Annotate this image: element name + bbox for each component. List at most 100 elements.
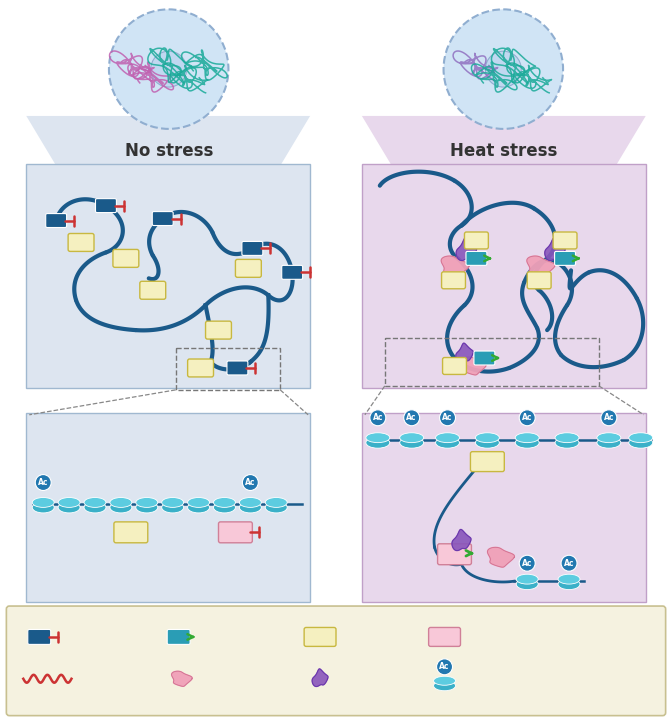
Text: Ac: Ac [564,559,575,567]
Ellipse shape [558,574,580,584]
Polygon shape [452,529,471,551]
Ellipse shape [515,437,539,448]
Circle shape [519,410,535,425]
Ellipse shape [110,497,132,508]
Ellipse shape [597,437,621,448]
Text: Ac: Ac [245,478,255,487]
Text: HSFA1a: HSFA1a [338,672,382,685]
Text: Ac: Ac [442,413,453,423]
FancyBboxPatch shape [140,281,166,299]
Ellipse shape [32,502,54,513]
Polygon shape [26,116,310,166]
Circle shape [485,51,521,87]
Circle shape [109,9,228,129]
Ellipse shape [239,502,261,513]
Ellipse shape [516,579,538,590]
Text: Ac: Ac [603,413,614,423]
Circle shape [437,659,452,675]
Circle shape [370,410,386,425]
Polygon shape [171,671,192,686]
FancyBboxPatch shape [282,265,302,279]
Text: No stress: No stress [124,142,213,160]
Ellipse shape [555,433,579,443]
FancyBboxPatch shape [554,252,575,265]
Ellipse shape [435,433,460,443]
Text: Ac: Ac [407,413,417,423]
FancyBboxPatch shape [153,211,173,226]
Text: Active gene: Active gene [200,630,270,643]
Ellipse shape [433,681,456,691]
Ellipse shape [136,502,158,513]
Circle shape [439,410,456,425]
FancyBboxPatch shape [187,359,214,377]
Text: Heat stress: Heat stress [450,142,557,160]
Text: Enhancer: Enhancer [338,630,394,643]
Text: Ac: Ac [372,413,383,423]
Ellipse shape [84,502,106,513]
Polygon shape [456,343,473,363]
Ellipse shape [366,437,390,448]
Text: Promoter: Promoter [462,630,517,643]
Circle shape [561,555,577,571]
Ellipse shape [239,497,261,508]
FancyBboxPatch shape [464,232,489,249]
Ellipse shape [475,437,499,448]
Ellipse shape [187,497,210,508]
Polygon shape [456,238,476,260]
Text: Ac: Ac [522,559,532,567]
FancyBboxPatch shape [362,413,646,602]
Ellipse shape [516,574,538,584]
FancyBboxPatch shape [167,629,190,645]
Ellipse shape [515,433,539,443]
Text: Ac: Ac [439,663,450,671]
Ellipse shape [433,676,456,685]
Ellipse shape [214,497,235,508]
FancyBboxPatch shape [528,272,551,289]
Ellipse shape [58,497,80,508]
Ellipse shape [265,502,287,513]
Ellipse shape [629,437,653,448]
Ellipse shape [162,502,183,513]
Ellipse shape [265,497,287,508]
Polygon shape [487,547,515,567]
Ellipse shape [597,433,621,443]
FancyBboxPatch shape [68,234,94,252]
Ellipse shape [58,502,80,513]
Ellipse shape [136,497,158,508]
Polygon shape [442,256,469,277]
FancyBboxPatch shape [362,164,646,388]
Ellipse shape [84,497,106,508]
FancyBboxPatch shape [95,198,116,213]
FancyBboxPatch shape [242,242,263,255]
FancyBboxPatch shape [46,213,67,228]
Ellipse shape [162,497,183,508]
Ellipse shape [214,502,235,513]
FancyBboxPatch shape [227,361,248,375]
Ellipse shape [558,579,580,590]
Text: H3K9ac/H3K18ac/H3K27ac: H3K9ac/H3K18ac/H3K27ac [462,673,609,684]
Circle shape [243,474,258,490]
Polygon shape [527,256,555,277]
FancyBboxPatch shape [442,272,466,289]
FancyBboxPatch shape [28,629,50,645]
Text: Repressed gene: Repressed gene [61,630,156,643]
Ellipse shape [110,502,132,513]
Ellipse shape [366,433,390,443]
Ellipse shape [555,437,579,448]
FancyBboxPatch shape [466,252,487,265]
Text: mRNA: mRNA [61,672,97,685]
Circle shape [151,51,187,87]
FancyBboxPatch shape [443,358,466,374]
FancyBboxPatch shape [304,627,336,647]
FancyBboxPatch shape [235,260,261,278]
FancyBboxPatch shape [6,606,666,716]
FancyBboxPatch shape [206,321,231,339]
FancyBboxPatch shape [26,413,310,602]
Circle shape [35,474,51,490]
Ellipse shape [187,502,210,513]
FancyBboxPatch shape [553,232,577,249]
Polygon shape [362,116,646,166]
Ellipse shape [400,437,423,448]
Ellipse shape [435,437,460,448]
Text: RNAPII: RNAPII [200,672,239,685]
